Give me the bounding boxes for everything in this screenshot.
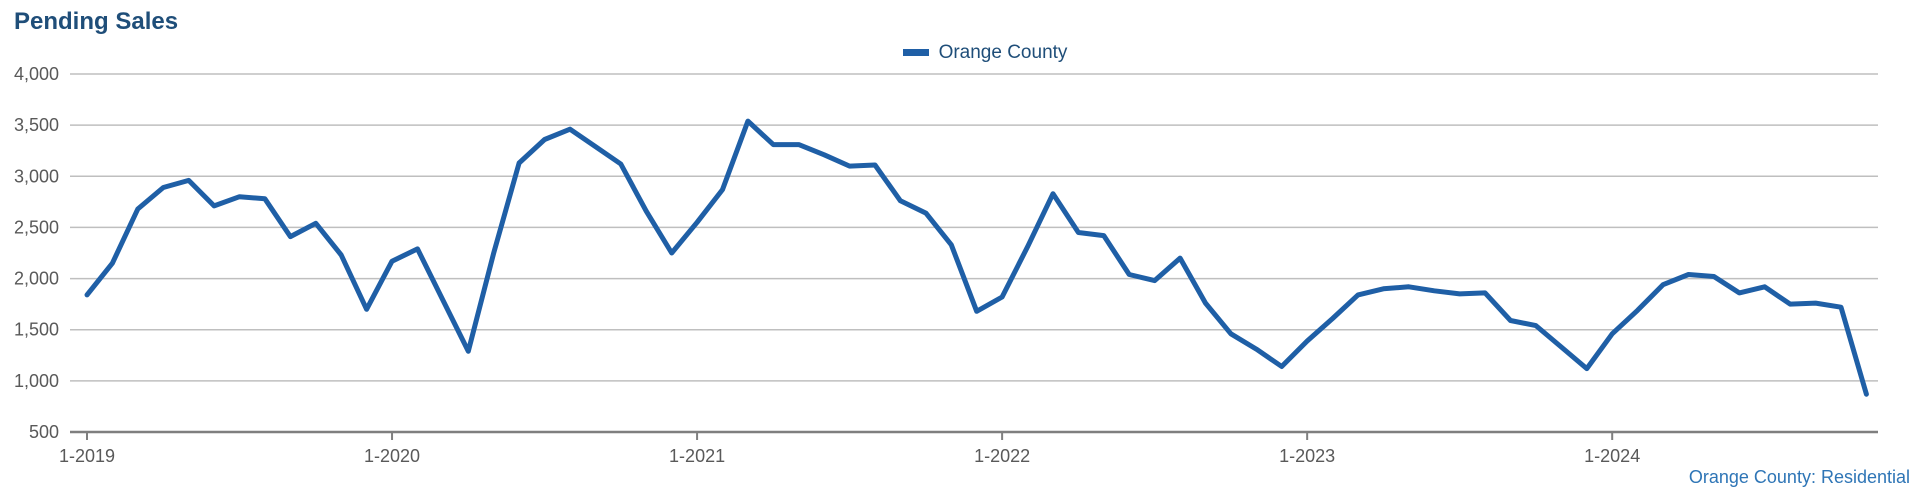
x-tick-label: 1-2019 bbox=[59, 446, 115, 466]
chart-footer: Orange County: Residential bbox=[1688, 467, 1910, 487]
y-tick-label: 2,500 bbox=[14, 217, 59, 237]
legend-swatch bbox=[902, 49, 929, 56]
y-tick-label: 1,000 bbox=[14, 371, 59, 391]
legend: Orange County bbox=[0, 40, 1920, 64]
y-tick-label: 4,000 bbox=[14, 64, 59, 84]
chart-title: Pending Sales bbox=[14, 8, 179, 35]
y-tick-label: 2,000 bbox=[14, 269, 59, 289]
x-tick-label: 1-2021 bbox=[669, 446, 725, 466]
x-tick-label: 1-2020 bbox=[364, 446, 420, 466]
series-line-orange-county bbox=[84, 118, 1869, 397]
y-tick-label: 500 bbox=[29, 422, 59, 442]
x-tick-label: 1-2022 bbox=[974, 446, 1030, 466]
x-tick-label: 1-2024 bbox=[1584, 446, 1640, 466]
legend-label: Orange County bbox=[938, 41, 1068, 63]
y-tick-label: 1,500 bbox=[14, 320, 59, 340]
y-tick-label: 3,000 bbox=[14, 166, 59, 186]
y-tick-label: 3,500 bbox=[14, 115, 59, 135]
x-tick-label: 1-2023 bbox=[1279, 446, 1335, 466]
